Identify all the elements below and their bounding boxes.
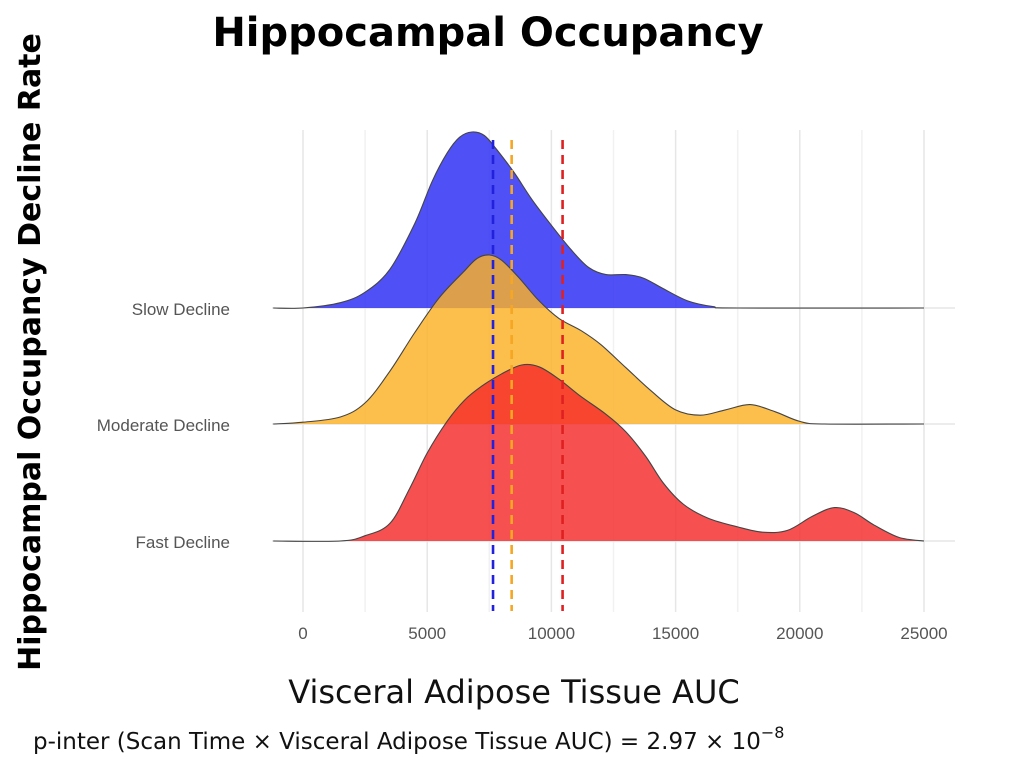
footnote-exponent: −8 [761,723,785,742]
ridge-outline-moderate-decline [273,254,925,425]
category-label-moderate-decline: Moderate Decline [97,416,230,435]
ridges [273,131,925,542]
ridge-moderate-decline [273,254,924,425]
x-tick-label: 0 [298,624,307,643]
ridge-outline-slow-decline [273,131,925,309]
x-tick-label: 10000 [528,624,575,643]
x-tick-label: 5000 [408,624,446,643]
footnote-main: p-inter (Scan Time × Visceral Adipose Ti… [33,729,761,755]
reference-lines [491,140,564,611]
ridge-slow-decline [273,131,924,309]
x-axis-label: Visceral Adipose Tissue AUC [288,673,739,711]
x-tick-labels: 0 5000 10000 15000 20000 25000 [298,624,947,643]
y-axis-label: Hippocampal Occupancy Decline Rate [13,33,48,671]
ridge-outline-fast-decline [273,363,925,542]
category-labels: Slow Decline Moderate Decline Fast Decline [97,300,230,552]
x-tick-label: 25000 [900,624,947,643]
x-tick-label: 15000 [652,624,699,643]
footnote: p-inter (Scan Time × Visceral Adipose Ti… [33,723,784,755]
ridge-fast-decline [273,364,924,542]
x-tick-label: 20000 [776,624,823,643]
category-label-fast-decline: Fast Decline [136,533,230,552]
chart-title: Hippocampal Occupancy [212,10,763,56]
category-label-slow-decline: Slow Decline [132,300,230,319]
